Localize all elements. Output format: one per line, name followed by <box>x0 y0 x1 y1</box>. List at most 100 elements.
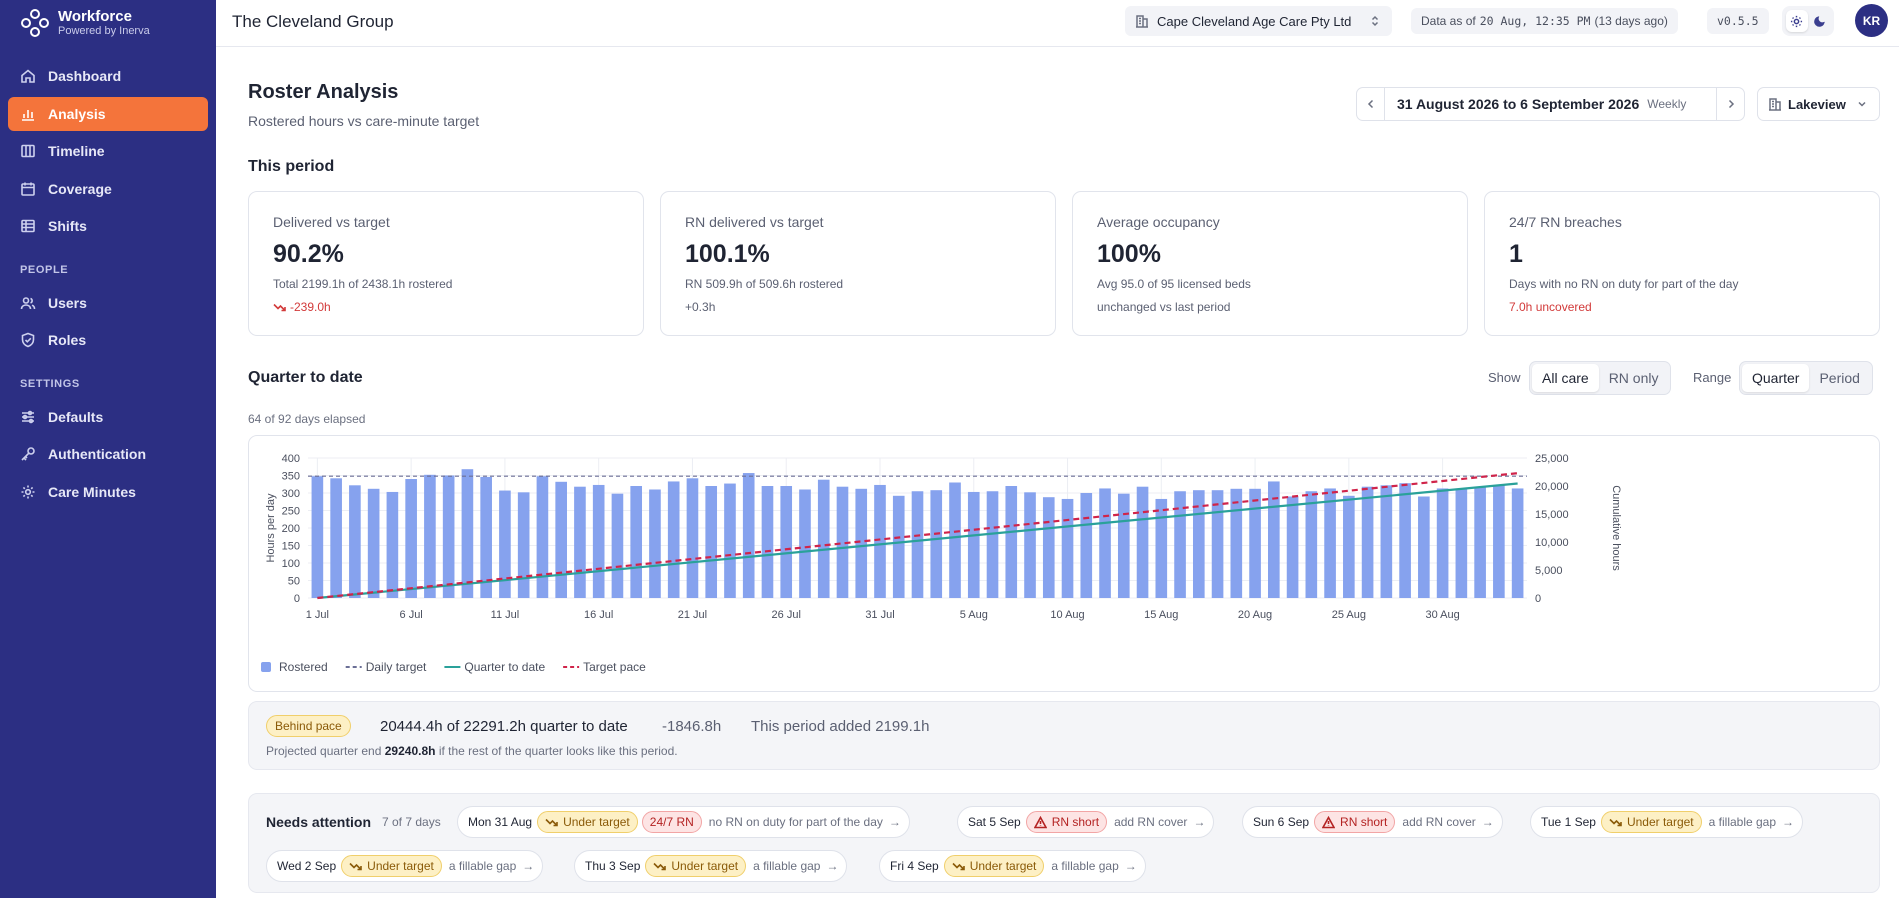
bar <box>1174 491 1186 598</box>
needs-attention-count: 7 of 7 days <box>382 815 441 829</box>
attention-item-mon-31-aug[interactable]: Mon 31 Aug Under target 24/7 RN no RN on… <box>457 806 910 838</box>
chevron-down-icon <box>1858 101 1866 107</box>
bar <box>761 486 774 598</box>
range-quarter-button[interactable]: Quarter <box>1742 364 1810 392</box>
brand[interactable]: Workforce Powered by Inerva <box>20 8 150 38</box>
attention-item-tue-1-sep[interactable]: Tue 1 Sep Under target a fillable gap → <box>1530 806 1804 838</box>
sidebar-item-shifts[interactable]: Shifts <box>8 209 208 243</box>
attention-description: no RN on duty for part of the day <box>708 815 883 829</box>
bar <box>1080 493 1093 598</box>
tag-label: Under target <box>563 815 630 829</box>
kpi-delta: -239.0h <box>273 300 619 314</box>
period-frequency: Weekly <box>1647 97 1687 111</box>
status-badge: 24/7 RN <box>641 811 702 833</box>
kpi-delta: unchanged vs last period <box>1097 300 1443 314</box>
sidebar-item-analysis[interactable]: Analysis <box>8 97 208 131</box>
bar <box>367 488 380 598</box>
arrow-right-icon: → <box>1481 815 1494 829</box>
bar <box>1192 490 1205 598</box>
attention-date: Sat 5 Sep <box>968 815 1021 829</box>
bar <box>1024 492 1036 598</box>
status-badge: Under target <box>341 855 442 877</box>
bar <box>780 486 793 598</box>
arrow-right-icon: → <box>826 859 839 873</box>
bar <box>892 495 905 598</box>
x-tick-label: 10 Aug <box>1050 609 1084 621</box>
kpi-title: 24/7 RN breaches <box>1509 214 1622 230</box>
warning-icon <box>1322 815 1336 828</box>
sidebar-item-roles[interactable]: Roles <box>8 323 208 357</box>
bar <box>499 490 511 598</box>
sidebar-item-dashboard[interactable]: Dashboard <box>8 59 208 93</box>
bar <box>536 476 549 598</box>
light-mode-button[interactable] <box>1785 10 1808 32</box>
attention-item-sat-5-sep[interactable]: Sat 5 Sep RN short add RN cover → <box>957 806 1215 838</box>
facility-select[interactable]: Cape Cleveland Age Care Pty Ltd <box>1125 6 1392 36</box>
attention-item-fri-4-sep[interactable]: Fri 4 Sep Under target a fillable gap → <box>879 850 1146 882</box>
bar <box>874 484 886 598</box>
people-heading: PEOPLE <box>20 264 69 276</box>
kpi-card-rn-breaches: 24/7 RN breaches 1 Days with no RN on du… <box>1484 191 1880 336</box>
sidebar-item-label: Coverage <box>48 181 112 197</box>
attention-date: Tue 1 Sep <box>1541 815 1596 829</box>
theme-toggle[interactable] <box>1782 6 1834 36</box>
building-icon <box>1136 15 1148 28</box>
facility-name: Cape Cleveland Age Care Pty Ltd <box>1157 13 1352 29</box>
arrow-right-icon: → <box>888 815 901 829</box>
status-badge: RN short <box>1025 811 1108 833</box>
bar <box>649 489 661 598</box>
kpi-value: 90.2% <box>273 240 344 268</box>
sidebar-item-care-minutes[interactable]: Care Minutes <box>8 475 208 509</box>
tag-label: RN short <box>1051 815 1100 829</box>
y-tick-label: 400 <box>282 453 300 465</box>
range-label: Range <box>1693 370 1732 385</box>
bar <box>1061 498 1074 598</box>
unit-select[interactable]: Lakeview <box>1757 87 1880 121</box>
data-as-of-age: (13 days ago) <box>1594 14 1668 28</box>
kpi-card-occupancy: Average occupancy 100% Avg 95.0 of 95 li… <box>1072 191 1468 336</box>
y-tick-label: 300 <box>282 488 300 500</box>
chevron-up-down-icon <box>1371 15 1379 27</box>
attention-item-wed-2-sep[interactable]: Wed 2 Sep Under target a fillable gap → <box>266 850 544 882</box>
show-all-care-button[interactable]: All care <box>1532 364 1599 392</box>
attention-item-sun-6-sep[interactable]: Sun 6 Sep RN short add RN cover → <box>1242 806 1503 838</box>
sidebar-item-label: Shifts <box>48 218 87 234</box>
previous-period-button[interactable] <box>1357 88 1385 120</box>
next-period-button[interactable] <box>1716 88 1744 120</box>
needs-attention-card: Needs attention 7 of 7 days Mon 31 Aug U… <box>248 793 1880 893</box>
x-tick-label: 16 Jul <box>584 609 613 621</box>
dark-mode-button[interactable] <box>1809 10 1831 32</box>
kpi-title: Delivered vs target <box>273 214 390 230</box>
bar <box>461 469 474 598</box>
sidebar-item-defaults[interactable]: Defaults <box>8 400 208 434</box>
legend-label: Daily target <box>366 660 427 674</box>
attention-item-thu-3-sep[interactable]: Thu 3 Sep Under target a fillable gap → <box>574 850 848 882</box>
bar <box>592 484 605 598</box>
sidebar-item-coverage[interactable]: Coverage <box>8 172 208 206</box>
range-period-button[interactable]: Period <box>1819 370 1860 386</box>
avatar[interactable]: KR <box>1855 4 1888 37</box>
attention-date: Wed 2 Sep <box>277 859 337 873</box>
sidebar-item-authentication[interactable]: Authentication <box>8 437 208 471</box>
trend-down-icon <box>349 862 362 870</box>
y-right-tick-label: 15,000 <box>1535 509 1569 521</box>
attention-description: a fillable gap <box>753 859 821 873</box>
show-rn-only-button[interactable]: RN only <box>1608 370 1659 386</box>
attention-description: a fillable gap <box>448 859 517 873</box>
settings-heading: SETTINGS <box>20 378 80 390</box>
bar <box>930 490 943 598</box>
bar <box>424 474 436 598</box>
list-icon <box>21 219 35 233</box>
projection-suffix: if the rest of the quarter looks like th… <box>438 744 678 758</box>
bar <box>967 491 980 598</box>
kpi-delta-value: unchanged vs last period <box>1097 300 1231 314</box>
x-tick-label: 21 Jul <box>678 609 707 621</box>
pace-delta: -1846.8h <box>662 718 722 735</box>
bar <box>1361 486 1374 598</box>
sidebar-item-users[interactable]: Users <box>8 286 208 320</box>
period-navigator: 31 August 2026 to 6 September 2026 Weekl… <box>1356 87 1745 121</box>
sidebar-item-timeline[interactable]: Timeline <box>8 134 208 168</box>
sliders-icon <box>22 410 34 424</box>
period-label: 31 August 2026 to 6 September 2026 <box>1397 96 1640 112</box>
attention-date: Sun 6 Sep <box>1253 815 1310 829</box>
